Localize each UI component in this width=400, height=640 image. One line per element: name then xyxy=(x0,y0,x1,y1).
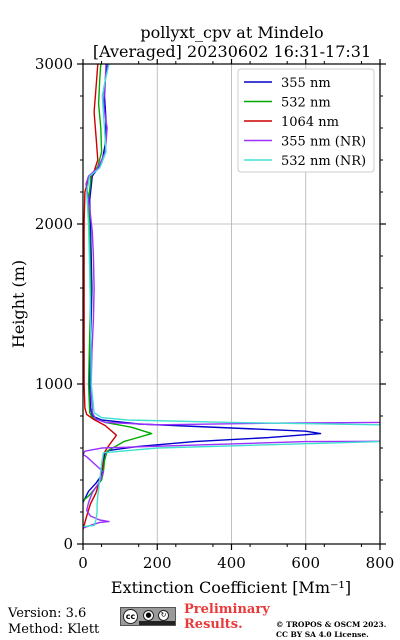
cc-license-badge: cc ● ↻ xyxy=(120,607,176,626)
legend: 355 nm 532 nm 1064 nm 355 nm (NR) 532 nm (NR… xyxy=(237,68,375,173)
legend-box xyxy=(237,68,375,173)
series-line-1 xyxy=(83,64,153,502)
series-line-4 xyxy=(83,440,380,528)
series-line-6 xyxy=(86,64,380,426)
y-tick-label: 3000 xyxy=(35,55,73,73)
series-line-2 xyxy=(83,64,118,530)
method-label: Method: Klett xyxy=(8,622,100,637)
legend-label: 355 nm xyxy=(281,76,331,91)
x-tick-label: 800 xyxy=(366,554,395,572)
y-tick-label: 2000 xyxy=(35,215,73,233)
preliminary-notice: Preliminary Results. xyxy=(184,602,270,632)
plot-area xyxy=(83,64,380,530)
legend-label: 355 nm (NR) xyxy=(281,135,366,150)
legend-label: 532 nm xyxy=(281,96,331,111)
series-line-3 xyxy=(83,440,380,529)
preliminary-line1: Preliminary xyxy=(184,602,270,617)
axis-ticks: 0 200 400 600 800 0 1000 2000 3000 xyxy=(35,55,395,572)
by-person-icon: ● xyxy=(143,610,154,621)
badge-strip xyxy=(139,621,175,625)
copyright-line2: CC BY SA 4.0 License. xyxy=(276,630,369,639)
preliminary-line2: Results. xyxy=(184,617,243,632)
extinction-chart: pollyxt_cpv at Mindelo [Averaged] 202306… xyxy=(9,23,395,597)
x-axis-label: Extinction Coefficient [Mm⁻¹] xyxy=(111,578,351,597)
y-tick-label: 0 xyxy=(63,535,73,553)
chart-subtitle: [Averaged] 20230602 16:31-17:31 xyxy=(93,42,371,61)
copyright-notice: © TROPOS & OSCM 2023. CC BY SA 4.0 Licen… xyxy=(276,620,386,640)
version-label: Version: 3.6 xyxy=(8,606,87,621)
sa-share-icon: ↻ xyxy=(158,610,169,621)
y-axis-label: Height (m) xyxy=(9,260,28,348)
chart-title: pollyxt_cpv at Mindelo xyxy=(140,23,323,42)
x-tick-label: 0 xyxy=(78,554,88,572)
x-tick-label: 200 xyxy=(143,554,172,572)
x-tick-label: 600 xyxy=(291,554,320,572)
legend-label: 532 nm (NR) xyxy=(281,154,366,169)
cc-logo-icon: cc xyxy=(123,609,138,624)
y-tick-label: 1000 xyxy=(35,375,73,393)
copyright-line1: © TROPOS & OSCM 2023. xyxy=(276,620,387,629)
legend-label: 1064 nm xyxy=(281,115,339,130)
x-tick-label: 400 xyxy=(217,554,246,572)
series-line-5 xyxy=(85,64,380,426)
